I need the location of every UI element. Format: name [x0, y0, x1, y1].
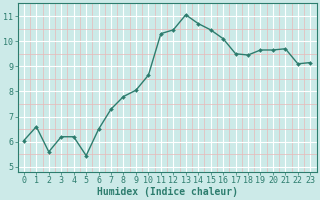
X-axis label: Humidex (Indice chaleur): Humidex (Indice chaleur): [97, 186, 237, 197]
